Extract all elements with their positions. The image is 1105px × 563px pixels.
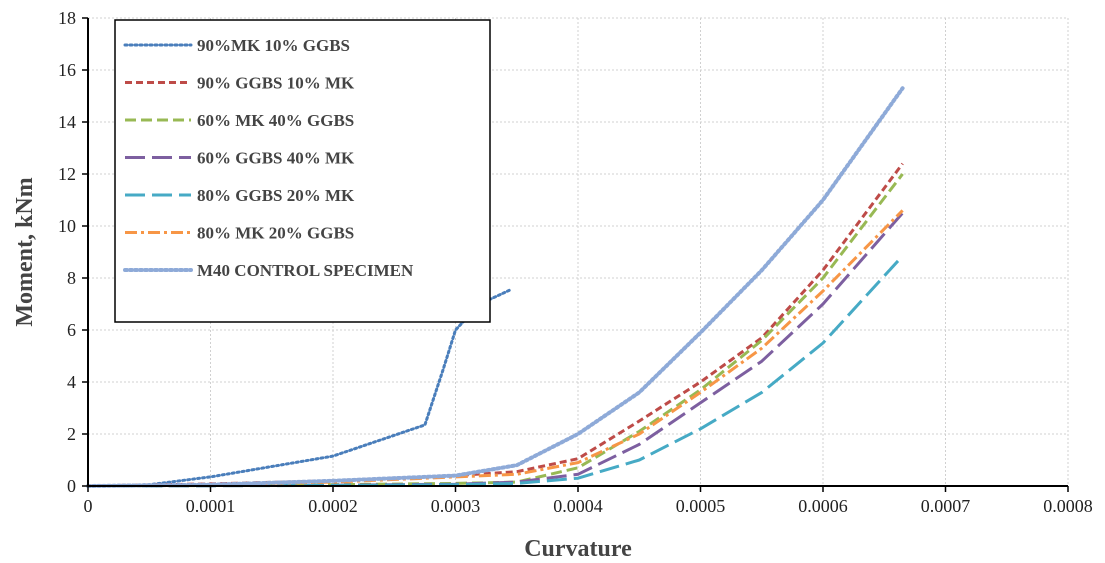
- x-tick-label: 0.0007: [921, 496, 971, 516]
- y-tick-label: 6: [67, 320, 76, 340]
- series-line-7: [86, 86, 905, 488]
- y-tick-label: 8: [67, 268, 76, 288]
- y-tick-label: 18: [58, 8, 76, 28]
- y-tick-label: 0: [67, 476, 76, 496]
- legend-label-5: 80% GGBS 20% MK: [197, 186, 355, 205]
- legend-label-1: 90%MK 10% GGBS: [197, 36, 350, 55]
- series-line-3: [87, 173, 904, 488]
- y-tick-label: 16: [58, 60, 76, 80]
- y-tick-label: 14: [58, 112, 76, 132]
- legend-label-6: 80% MK 20% GGBS: [197, 224, 354, 243]
- series-line-6: [87, 209, 904, 488]
- legend-label-2: 90% GGBS 10% MK: [197, 74, 355, 93]
- legend: 90%MK 10% GGBS 90% GGBS 10% MK 60% MK 40% …: [114, 19, 491, 323]
- x-tick-label: 0: [84, 496, 93, 516]
- legend-label-4: 60% GGBS 40% MK: [197, 149, 355, 168]
- x-tick-label: 0.0002: [308, 496, 358, 516]
- y-tick-label: 10: [58, 216, 76, 236]
- x-tick-label: 0.0004: [553, 496, 603, 516]
- y-tick-label: 4: [67, 372, 76, 392]
- legend-label-3: 60% MK 40% GGBS: [197, 111, 354, 130]
- y-tick-label: 12: [58, 164, 76, 184]
- x-tick-label: 0.0001: [186, 496, 236, 516]
- legend-label-7: M40 CONTROL SPECIMEN: [197, 261, 414, 280]
- axes: 0 0.0001 0.0002 0.0003 0.0004 0.0005 0.0006 0.0…: [58, 8, 1093, 516]
- x-tick-label: 0.0006: [798, 496, 848, 516]
- x-tick-label: 0.0008: [1043, 496, 1093, 516]
- x-axis-title: Curvature: [524, 536, 632, 562]
- x-tick-label: 0.0003: [431, 496, 481, 516]
- y-tick-label: 2: [67, 424, 76, 444]
- x-tick-label: 0.0005: [676, 496, 726, 516]
- grid: [88, 17, 1069, 486]
- y-axis-title: Moment, kNm: [12, 177, 38, 326]
